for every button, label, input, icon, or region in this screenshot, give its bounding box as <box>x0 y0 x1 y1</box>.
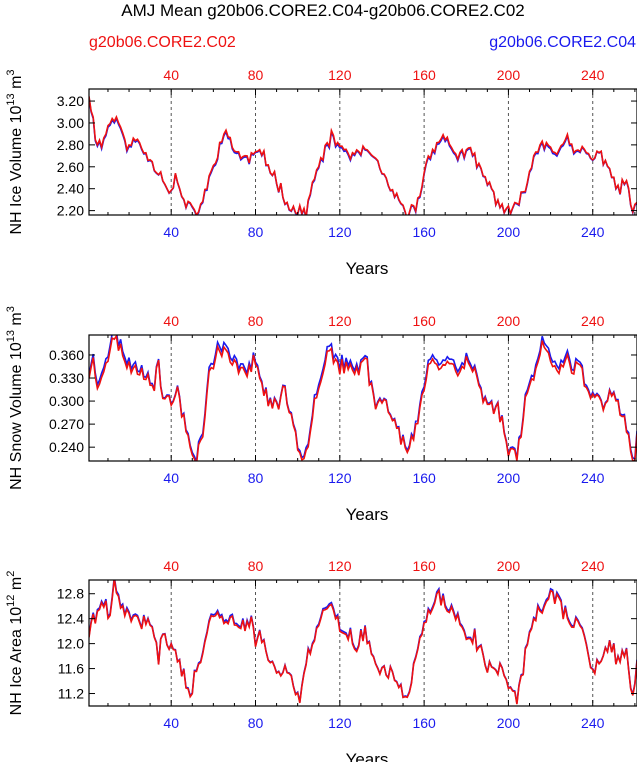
x-tick-label-bottom: 240 <box>581 224 605 240</box>
x-tick-label-top: 160 <box>412 313 436 329</box>
x-tick-label-top: 40 <box>163 67 179 83</box>
panel-ice-area: 40 40 80 80 120 120 160 160 200 200 240 240 11.2 11.6… <box>5 558 637 762</box>
series-line-c02 <box>89 96 637 215</box>
x-tick-label-bottom: 160 <box>412 470 436 486</box>
y-axis-title: NH Ice Area 1012 m2 <box>5 571 25 716</box>
plot-frame <box>88 88 637 216</box>
y-tick-label: 2.60 <box>57 159 84 175</box>
y-tick-label: 0.360 <box>49 347 84 363</box>
x-tick-label-bottom: 40 <box>163 224 179 240</box>
y-tick-label: 0.270 <box>49 416 84 432</box>
x-tick-label-top: 80 <box>248 313 264 329</box>
x-tick-label-top: 200 <box>497 558 521 574</box>
x-tick-label-top: 80 <box>248 67 264 83</box>
x-tick-label-top: 40 <box>163 313 179 329</box>
plot-frame <box>88 334 637 462</box>
x-axis-title: Years <box>346 750 389 762</box>
y-tick-label: 12.8 <box>57 586 84 602</box>
x-tick-label-top: 80 <box>248 558 264 574</box>
x-tick-label-bottom: 200 <box>497 224 521 240</box>
x-tick-label-top: 120 <box>328 67 352 83</box>
y-tick-label: 12.4 <box>57 611 84 627</box>
y-tick-label: 12.0 <box>57 636 84 652</box>
x-tick-label-bottom: 80 <box>248 470 264 486</box>
x-tick-label-bottom: 120 <box>328 715 352 731</box>
x-tick-label-bottom: 80 <box>248 715 264 731</box>
x-tick-label-top: 240 <box>581 67 605 83</box>
x-tick-label-top: 120 <box>328 558 352 574</box>
y-tick-label: 3.00 <box>57 115 84 131</box>
y-tick-label: 11.6 <box>58 661 84 677</box>
panel-snow-volume: 40 40 80 80 120 120 160 160 200 200 240 240 0.240 0.2… <box>5 306 637 524</box>
panels: 40 40 80 80 120 120 160 160 200 200 240 240 2.20 2.40… <box>5 67 637 762</box>
y-tick-label: 0.240 <box>49 439 84 455</box>
series-line-c02 <box>89 335 637 461</box>
y-tick-label: 0.330 <box>49 370 84 386</box>
y-tick-label: 3.20 <box>57 93 84 109</box>
x-tick-label-bottom: 80 <box>248 224 264 240</box>
legend-c02-label: g20b06.CORE2.C02 <box>89 34 236 51</box>
x-tick-label-top: 200 <box>497 313 521 329</box>
y-axis-title: NH Ice Volume 1013 m3 <box>5 69 25 234</box>
x-tick-label-top: 240 <box>581 313 605 329</box>
x-tick-label-bottom: 160 <box>412 715 436 731</box>
x-tick-label-bottom: 240 <box>581 715 605 731</box>
y-axis-title: NH Snow Volume 1013 m3 <box>5 306 25 490</box>
x-tick-label-bottom: 240 <box>581 470 605 486</box>
x-tick-label-top: 40 <box>163 558 179 574</box>
x-tick-label-top: 160 <box>412 67 436 83</box>
x-tick-label-bottom: 120 <box>328 470 352 486</box>
x-tick-label-bottom: 40 <box>163 715 179 731</box>
x-tick-label-bottom: 160 <box>412 224 436 240</box>
x-tick-label-bottom: 120 <box>328 224 352 240</box>
y-tick-label: 2.80 <box>57 137 84 153</box>
y-tick-label: 0.300 <box>49 393 84 409</box>
y-tick-label: 2.20 <box>57 203 84 219</box>
x-tick-label-bottom: 40 <box>163 470 179 486</box>
plot-frame <box>88 579 637 707</box>
panel-ice-volume: 40 40 80 80 120 120 160 160 200 200 240 240 2.20 2.40… <box>5 67 637 278</box>
y-tick-label: 11.2 <box>58 686 84 702</box>
x-axis-title: Years <box>346 259 389 278</box>
x-tick-label-top: 160 <box>412 558 436 574</box>
y-tick-label: 2.40 <box>57 181 84 197</box>
series-line-c02 <box>89 580 637 705</box>
x-tick-label-bottom: 200 <box>497 470 521 486</box>
x-tick-label-bottom: 200 <box>497 715 521 731</box>
x-tick-label-top: 120 <box>328 313 352 329</box>
x-tick-label-top: 200 <box>497 67 521 83</box>
x-axis-title: Years <box>346 505 389 524</box>
x-tick-label-top: 240 <box>581 558 605 574</box>
legend-c04-label: g20b06.CORE2.C04 <box>489 34 636 51</box>
figure-title: AMJ Mean g20b06.CORE2.C04-g20b06.CORE2.C… <box>121 1 525 20</box>
